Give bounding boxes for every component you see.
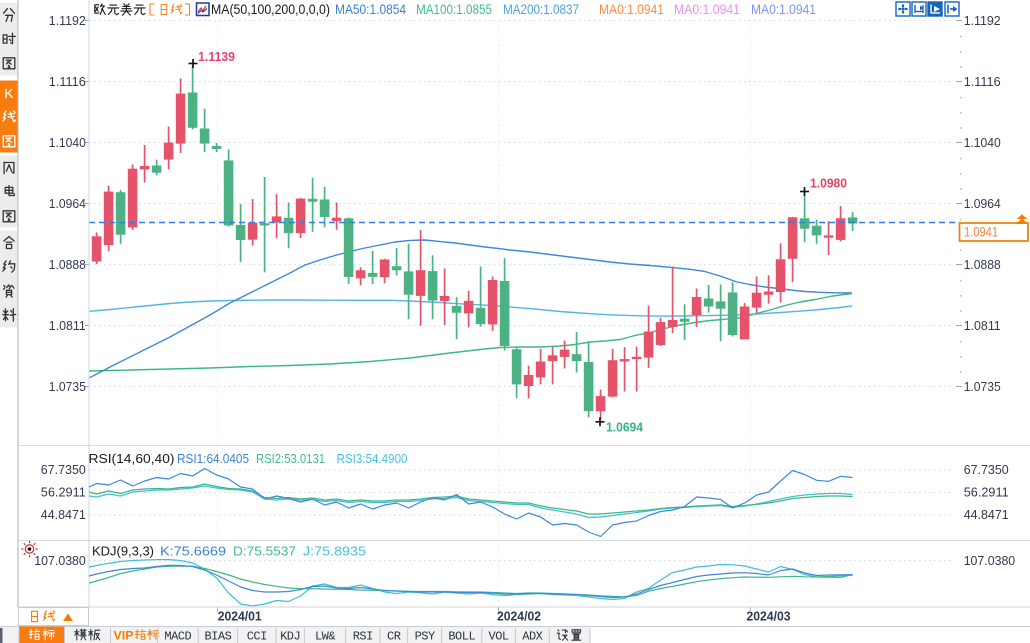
svg-text:1.0941: 1.0941 (964, 225, 998, 240)
svg-text:1.1040: 1.1040 (964, 135, 1001, 150)
svg-text:BOLL: BOLL (448, 630, 475, 643)
svg-text:CR: CR (387, 630, 401, 643)
svg-text:MA50:1.0854: MA50:1.0854 (335, 2, 406, 17)
svg-text:ADX: ADX (522, 630, 542, 643)
svg-text:MA100:1.0855: MA100:1.0855 (416, 2, 492, 17)
svg-text:KDJ(9,3,3): KDJ(9,3,3) (92, 545, 154, 559)
svg-text:56.2911: 56.2911 (41, 485, 86, 500)
svg-text:PSY: PSY (415, 630, 435, 643)
svg-text:107.0380: 107.0380 (964, 553, 1016, 568)
svg-text:RSI1:64.0405: RSI1:64.0405 (177, 452, 249, 466)
svg-text:56.2911: 56.2911 (964, 485, 1009, 500)
svg-text:MACD: MACD (164, 630, 191, 643)
svg-text:RSI3:54.4900: RSI3:54.4900 (337, 452, 408, 466)
svg-text:1.1192: 1.1192 (964, 13, 1001, 28)
svg-text:1.1192: 1.1192 (49, 13, 86, 28)
svg-text:MA200:1.0837: MA200:1.0837 (503, 2, 579, 17)
svg-text:J:75.8935: J:75.8935 (303, 545, 366, 559)
svg-text:MA(50,100,200,0,0,0): MA(50,100,200,0,0,0) (211, 2, 330, 17)
svg-text:1.0735: 1.0735 (964, 379, 1001, 394)
svg-text:107.0380: 107.0380 (34, 553, 86, 568)
svg-text:CCI: CCI (247, 630, 267, 643)
svg-text:MA0:1.0941: MA0:1.0941 (751, 2, 816, 17)
svg-text:1.0811: 1.0811 (49, 318, 86, 333)
svg-text:RSI(14,60,40): RSI(14,60,40) (89, 452, 175, 466)
svg-text:1.0964: 1.0964 (49, 196, 86, 211)
svg-text:1.1040: 1.1040 (49, 135, 86, 150)
svg-text:RSI: RSI (353, 630, 373, 643)
svg-text:2024/01: 2024/01 (218, 609, 262, 624)
svg-text:1.0811: 1.0811 (964, 318, 1001, 333)
svg-text:44.8471: 44.8471 (41, 507, 86, 522)
svg-text:2024/03: 2024/03 (747, 609, 791, 624)
svg-text:D:75.5537: D:75.5537 (233, 545, 296, 559)
svg-text:MA0:1.0941: MA0:1.0941 (674, 2, 740, 17)
svg-text:1.0735: 1.0735 (49, 379, 86, 394)
svg-text:K: K (4, 86, 14, 101)
svg-text:BIAS: BIAS (204, 630, 231, 643)
svg-text:44.8471: 44.8471 (964, 507, 1009, 522)
svg-text:RSI2:53.0131: RSI2:53.0131 (256, 452, 325, 466)
svg-text:1.0888: 1.0888 (49, 257, 86, 272)
svg-text:1.1116: 1.1116 (49, 74, 86, 89)
svg-text:K:75.6669: K:75.6669 (160, 545, 226, 559)
svg-text:67.7350: 67.7350 (41, 462, 86, 477)
svg-text:2024/02: 2024/02 (497, 609, 541, 624)
svg-text:67.7350: 67.7350 (964, 462, 1009, 477)
svg-text:1.1139: 1.1139 (198, 49, 235, 64)
svg-text:VOL: VOL (489, 630, 509, 643)
svg-text:1.0964: 1.0964 (964, 196, 1001, 211)
svg-text:1.0888: 1.0888 (964, 257, 1001, 272)
svg-text:1.0694: 1.0694 (606, 420, 644, 435)
svg-text:LW&: LW& (315, 630, 335, 643)
svg-text:1.0980: 1.0980 (810, 176, 847, 191)
svg-text:MA0:1.0941: MA0:1.0941 (599, 2, 664, 17)
svg-text:VIP: VIP (114, 631, 134, 643)
svg-text:KDJ: KDJ (280, 630, 300, 643)
svg-text:1.1116: 1.1116 (964, 74, 1001, 89)
